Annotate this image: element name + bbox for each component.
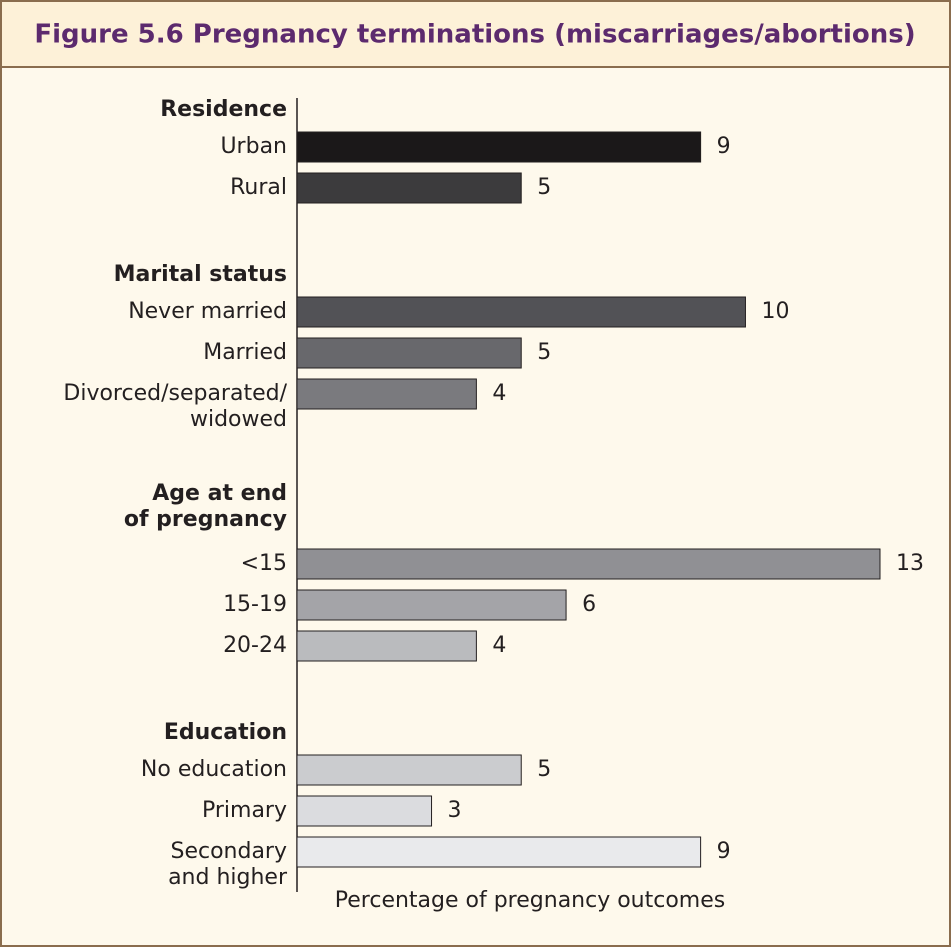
- category-label: Divorced/separated/widowed: [63, 381, 287, 432]
- bar: [296, 836, 702, 868]
- bar: [296, 337, 522, 369]
- x-axis-label: Percentage of pregnancy outcomes: [335, 888, 725, 913]
- value-label: 5: [537, 340, 551, 365]
- value-label: 9: [717, 839, 731, 864]
- bar: [296, 131, 702, 163]
- value-label: 4: [492, 633, 506, 658]
- value-label: 9: [717, 134, 731, 159]
- group-header: Age at end of pregnancy: [124, 481, 287, 532]
- bar: [296, 630, 477, 662]
- bar: [296, 296, 746, 328]
- category-label: No education: [141, 757, 287, 782]
- value-label: 5: [537, 757, 551, 782]
- value-label: 3: [448, 798, 462, 823]
- category-label: Primary: [202, 798, 287, 823]
- bar: [296, 589, 567, 621]
- category-label: Rural: [230, 175, 287, 200]
- bar: [296, 754, 522, 786]
- bar: [296, 548, 881, 580]
- value-label: 13: [896, 551, 924, 576]
- value-label: 4: [492, 381, 506, 406]
- group-header: Education: [164, 720, 287, 745]
- bar: [296, 795, 433, 827]
- title-bar: [0, 0, 951, 68]
- category-label: Married: [203, 340, 287, 365]
- category-label: 15-19: [223, 592, 287, 617]
- category-label: <15: [241, 551, 287, 576]
- value-label: 10: [761, 299, 789, 324]
- bar: [296, 378, 477, 410]
- category-label: Secondary and higher: [168, 839, 288, 890]
- category-label: Urban: [220, 134, 287, 159]
- value-label: 6: [582, 592, 596, 617]
- chart-title: Figure 5.6 Pregnancy terminations (misca…: [34, 20, 915, 50]
- category-label: Never married: [128, 299, 287, 324]
- category-label: 20-24: [223, 633, 287, 658]
- bar: [296, 172, 522, 204]
- group-header: Residence: [160, 97, 287, 122]
- group-header: Marital status: [114, 262, 287, 287]
- value-label: 5: [537, 175, 551, 200]
